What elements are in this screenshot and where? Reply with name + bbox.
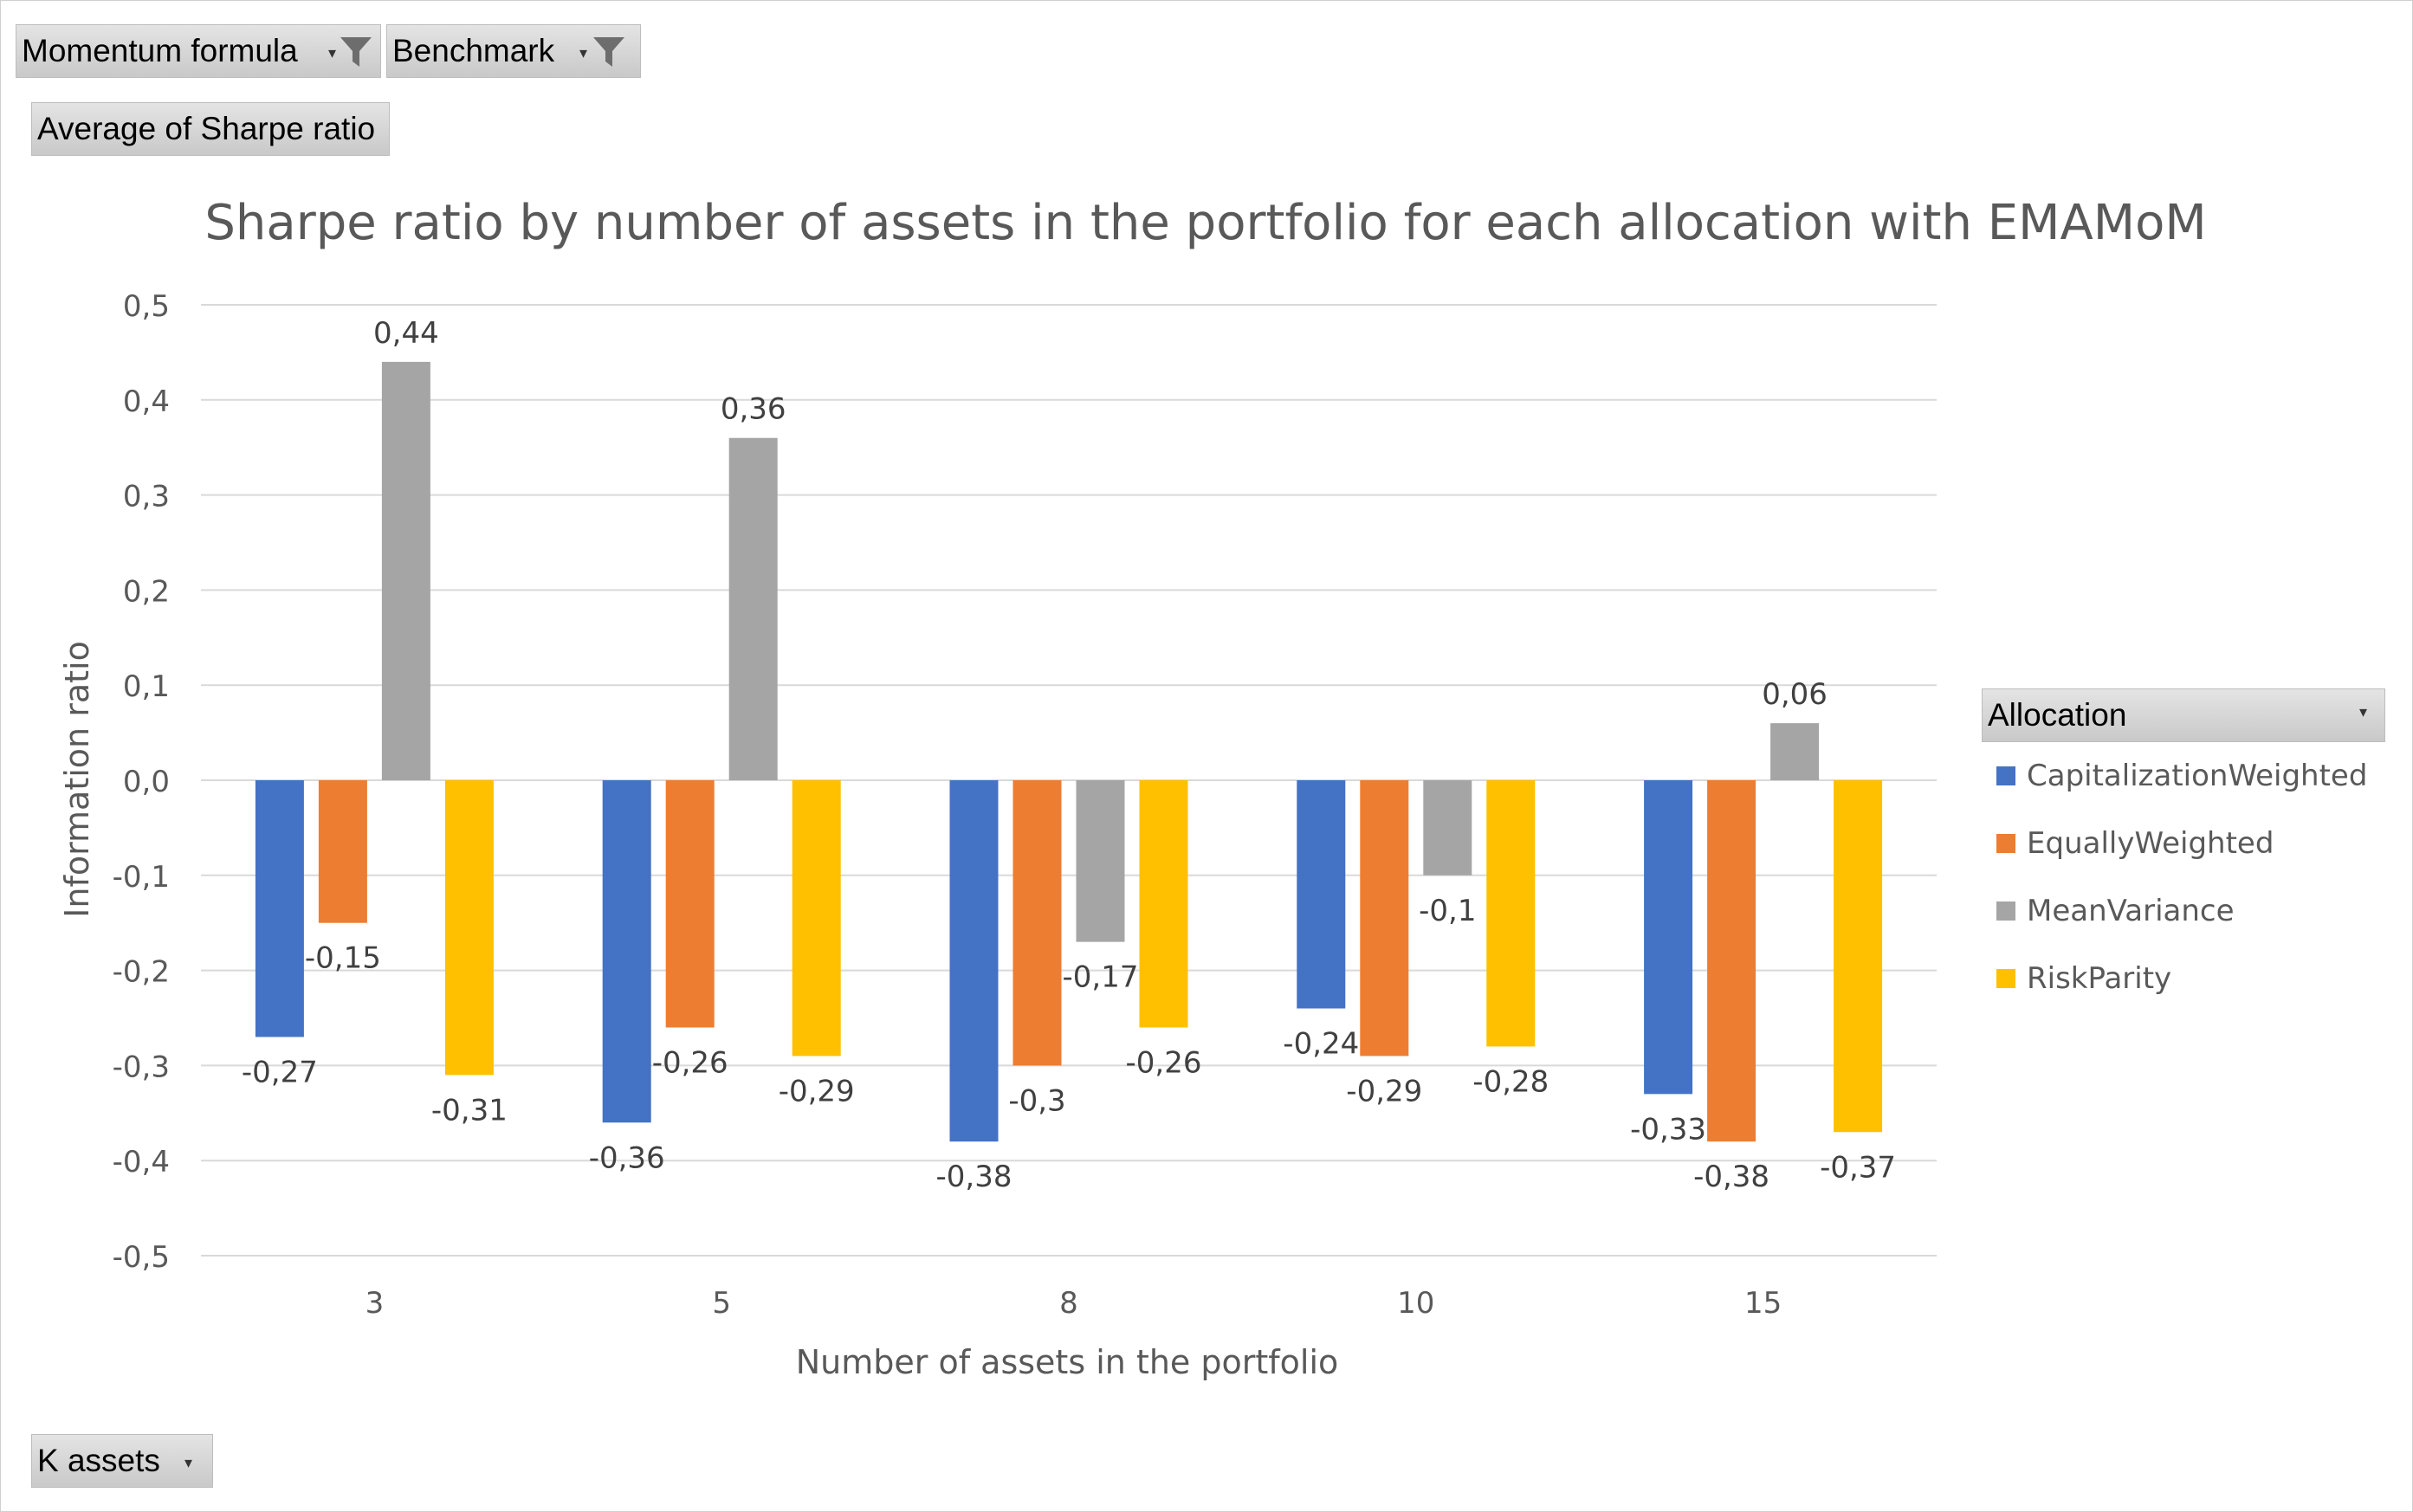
bar: [381, 361, 430, 780]
values-field-label: Average of Sharpe ratio: [37, 111, 376, 146]
bar: [255, 780, 304, 1037]
data-label: 0,44: [373, 316, 439, 351]
bar: [1139, 780, 1188, 1028]
legend-label: EquallyWeighted: [2027, 826, 2274, 861]
legend-swatch: [1996, 834, 2015, 853]
chevron-down-icon: ▾: [184, 1454, 193, 1471]
x-tick-label: 5: [712, 1286, 731, 1321]
data-label: -0,17: [1063, 960, 1139, 995]
filter-label-momentum-formula: Momentum formula: [22, 33, 298, 68]
legend-swatch: [1996, 766, 2015, 785]
data-label: 0,36: [721, 392, 786, 427]
y-tick-label: -0,1: [113, 860, 170, 895]
data-label: -0,38: [936, 1160, 1012, 1194]
bars: [255, 361, 1883, 1142]
filter-funnel-icon: [340, 37, 372, 67]
bar: [1486, 780, 1536, 1047]
axis-field-button-k-assets[interactable]: K assets ▾: [31, 1434, 213, 1488]
data-label: 0,06: [1762, 677, 1828, 712]
bar: [1297, 780, 1346, 1009]
bar: [1707, 780, 1756, 1142]
y-tick-label: -0,3: [113, 1050, 170, 1084]
bar: [728, 437, 778, 780]
bar: [949, 780, 999, 1142]
chevron-down-icon: ▾: [328, 44, 337, 61]
data-label: -0,26: [652, 1045, 728, 1080]
y-tick-label: 0,0: [123, 765, 170, 799]
y-tick-label: 0,3: [123, 480, 170, 514]
data-label: -0,36: [589, 1140, 665, 1175]
data-label: -0,15: [305, 941, 381, 976]
bar: [1012, 780, 1062, 1066]
axis-field-label: K assets: [37, 1443, 160, 1478]
filter-label-benchmark: Benchmark: [392, 33, 555, 68]
legend-item-riskparity[interactable]: RiskParity: [1982, 945, 2385, 1012]
data-label: -0,29: [779, 1074, 855, 1108]
data-label: -0,3: [1008, 1083, 1065, 1118]
legend: Allocation ▾ CapitalizationWeighted Equa…: [1982, 688, 2385, 1012]
x-axis-title: Number of assets in the portfolio: [796, 1343, 1339, 1381]
data-label: -0,27: [242, 1055, 318, 1089]
data-label: -0,33: [1630, 1112, 1706, 1147]
legend-field-button[interactable]: Allocation ▾: [1982, 688, 2385, 742]
bar: [602, 780, 651, 1123]
bar: [1834, 780, 1883, 1133]
bar: [1644, 780, 1693, 1095]
chevron-down-icon: ▾: [2358, 703, 2367, 720]
data-label: -0,38: [1693, 1160, 1769, 1194]
data-label: -0,29: [1346, 1074, 1422, 1108]
legend-item-equallyweighted[interactable]: EquallyWeighted: [1982, 810, 2385, 877]
data-label: -0,1: [1419, 894, 1476, 928]
legend-swatch: [1996, 969, 2015, 988]
data-label: -0,31: [431, 1093, 508, 1128]
bar: [1076, 780, 1125, 942]
y-tick-label: -0,2: [113, 955, 170, 990]
x-tick-label: 10: [1397, 1286, 1434, 1321]
x-tick-label: 3: [366, 1286, 385, 1321]
legend-swatch: [1996, 901, 2015, 921]
legend-item-capitalizationweighted[interactable]: CapitalizationWeighted: [1982, 742, 2385, 810]
bar: [665, 780, 715, 1028]
legend-label: CapitalizationWeighted: [2027, 759, 2368, 793]
chevron-down-icon: ▾: [579, 44, 588, 61]
data-label: -0,24: [1283, 1027, 1359, 1062]
data-label: -0,26: [1126, 1045, 1202, 1080]
filter-funnel-icon: [593, 37, 624, 67]
data-labels: -0,27 -0,15 0,44 -0,31 -0,36 -0,26 0,36 -0,29 -0…: [242, 316, 1896, 1194]
y-tick-label: -0,4: [113, 1145, 170, 1179]
values-field-button[interactable]: Average of Sharpe ratio: [31, 102, 390, 156]
bar: [1770, 723, 1820, 780]
y-tick-label: -0,5: [113, 1240, 170, 1275]
legend-item-meanvariance[interactable]: MeanVariance: [1982, 877, 2385, 945]
x-axis-ticks: 3 5 8 10 15: [366, 1286, 1782, 1321]
filter-button-momentum-formula[interactable]: Momentum formula ▾: [16, 24, 381, 78]
bar: [1423, 780, 1472, 876]
bar: [444, 780, 494, 1076]
bar: [792, 780, 841, 1056]
filter-button-benchmark[interactable]: Benchmark ▾: [386, 24, 641, 78]
y-tick-label: 0,1: [123, 669, 170, 704]
legend-label: MeanVariance: [2027, 894, 2235, 928]
y-tick-label: 0,2: [123, 574, 170, 609]
chart-title: Sharpe ratio by number of assets in the …: [204, 195, 2206, 251]
bar: [1360, 780, 1409, 1056]
legend-label: RiskParity: [2027, 961, 2172, 996]
x-tick-label: 8: [1059, 1286, 1078, 1321]
data-label: -0,37: [1820, 1150, 1896, 1185]
bar: [318, 780, 367, 923]
y-tick-label: 0,5: [123, 289, 170, 324]
y-axis-ticks: -0,5 -0,4 -0,3 -0,2 -0,1 0,0 0,1 0,2 0,3 0,4 0,5: [113, 289, 170, 1275]
x-tick-label: 15: [1744, 1286, 1782, 1321]
data-label: -0,28: [1472, 1064, 1549, 1099]
y-tick-label: 0,4: [123, 384, 170, 419]
legend-field-label: Allocation: [1988, 697, 2127, 733]
y-axis-title: Information ratio: [58, 641, 96, 918]
